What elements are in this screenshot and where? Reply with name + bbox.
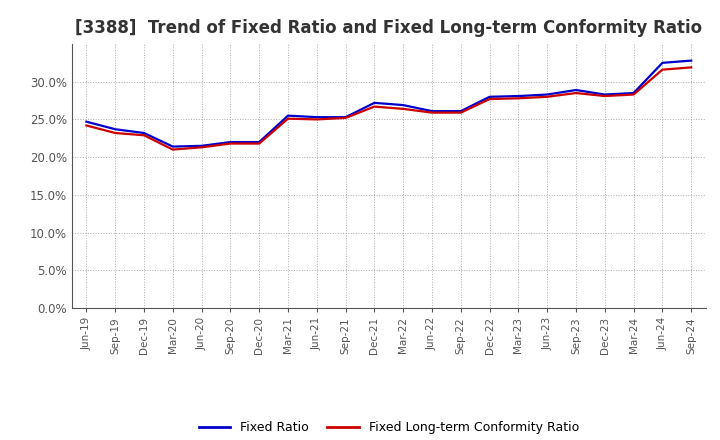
Fixed Long-term Conformity Ratio	[485, 96, 494, 102]
Fixed Long-term Conformity Ratio	[658, 67, 667, 72]
Fixed Ratio	[629, 90, 638, 95]
Fixed Long-term Conformity Ratio	[197, 145, 206, 150]
Fixed Long-term Conformity Ratio	[140, 132, 148, 138]
Fixed Ratio	[514, 93, 523, 99]
Fixed Ratio	[341, 114, 350, 120]
Fixed Ratio	[658, 60, 667, 66]
Fixed Ratio	[370, 100, 379, 106]
Fixed Long-term Conformity Ratio	[284, 116, 292, 121]
Line: Fixed Ratio: Fixed Ratio	[86, 61, 691, 147]
Fixed Long-term Conformity Ratio	[399, 106, 408, 111]
Fixed Ratio	[399, 103, 408, 108]
Fixed Long-term Conformity Ratio	[312, 117, 321, 122]
Fixed Ratio	[284, 113, 292, 118]
Fixed Long-term Conformity Ratio	[543, 94, 552, 99]
Fixed Ratio	[600, 92, 609, 97]
Fixed Ratio	[543, 92, 552, 97]
Fixed Ratio	[687, 58, 696, 63]
Fixed Ratio	[456, 109, 465, 114]
Fixed Ratio	[428, 109, 436, 114]
Fixed Long-term Conformity Ratio	[514, 95, 523, 101]
Fixed Ratio	[111, 127, 120, 132]
Fixed Long-term Conformity Ratio	[600, 93, 609, 99]
Fixed Ratio	[140, 130, 148, 136]
Fixed Long-term Conformity Ratio	[572, 90, 580, 95]
Fixed Ratio	[255, 139, 264, 145]
Fixed Long-term Conformity Ratio	[687, 65, 696, 70]
Fixed Ratio	[197, 143, 206, 148]
Fixed Long-term Conformity Ratio	[456, 110, 465, 115]
Title: [3388]  Trend of Fixed Ratio and Fixed Long-term Conformity Ratio: [3388] Trend of Fixed Ratio and Fixed Lo…	[75, 19, 703, 37]
Fixed Long-term Conformity Ratio	[226, 141, 235, 146]
Fixed Ratio	[485, 94, 494, 99]
Fixed Long-term Conformity Ratio	[341, 115, 350, 121]
Fixed Ratio	[312, 114, 321, 120]
Fixed Ratio	[226, 139, 235, 145]
Fixed Ratio	[82, 119, 91, 125]
Fixed Long-term Conformity Ratio	[168, 147, 177, 152]
Fixed Long-term Conformity Ratio	[111, 130, 120, 136]
Fixed Long-term Conformity Ratio	[255, 141, 264, 146]
Fixed Long-term Conformity Ratio	[629, 92, 638, 97]
Legend: Fixed Ratio, Fixed Long-term Conformity Ratio: Fixed Ratio, Fixed Long-term Conformity …	[194, 416, 584, 439]
Line: Fixed Long-term Conformity Ratio: Fixed Long-term Conformity Ratio	[86, 67, 691, 150]
Fixed Long-term Conformity Ratio	[82, 123, 91, 128]
Fixed Long-term Conformity Ratio	[428, 110, 436, 115]
Fixed Ratio	[168, 144, 177, 149]
Fixed Ratio	[572, 88, 580, 93]
Fixed Long-term Conformity Ratio	[370, 104, 379, 109]
